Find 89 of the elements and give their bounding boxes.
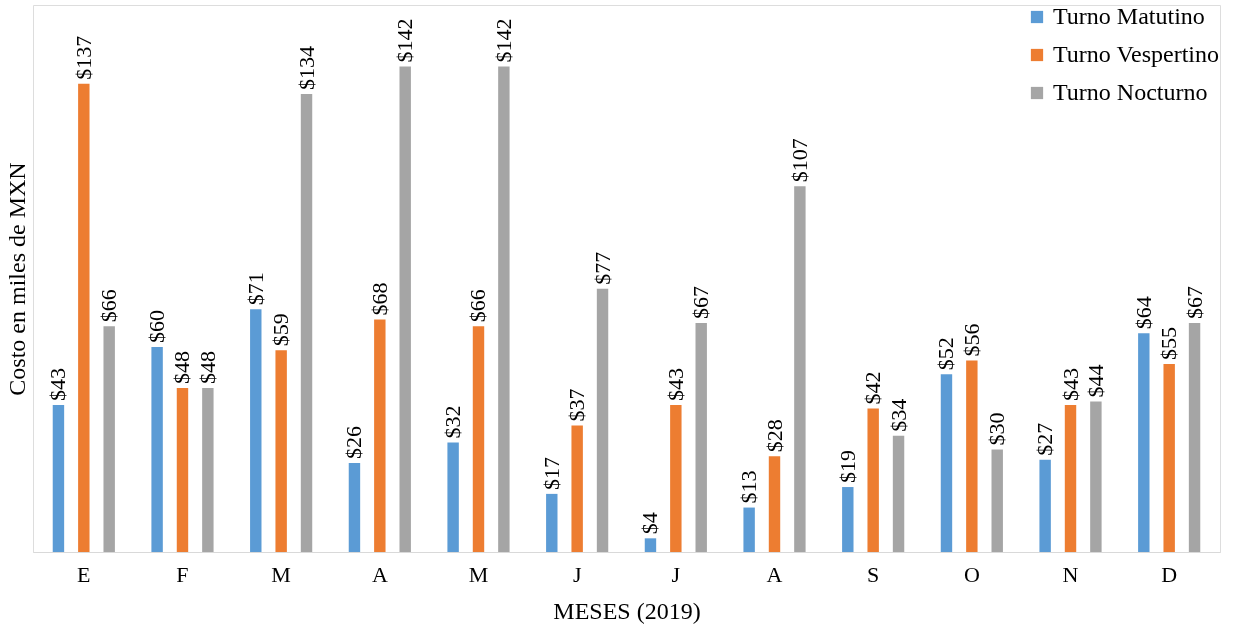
data-label: $17 [538, 456, 564, 490]
x-tick-label: M [468, 561, 489, 587]
data-label: $142 [392, 18, 418, 63]
bar [596, 288, 609, 552]
data-label: $134 [293, 45, 319, 90]
bar [842, 487, 854, 552]
bar [300, 93, 313, 552]
x-tick-label: A [766, 561, 783, 587]
bar [250, 309, 262, 552]
data-label: $60 [144, 309, 170, 343]
bar [571, 425, 583, 552]
data-label: $19 [834, 450, 860, 484]
data-label: $26 [341, 426, 367, 460]
data-label: $48 [194, 350, 220, 384]
data-label: $48 [169, 350, 195, 384]
bar [498, 66, 510, 552]
bar [399, 66, 411, 552]
bar [348, 463, 361, 552]
bar [176, 387, 189, 552]
legend-label: Turno Nocturno [1053, 79, 1208, 105]
data-label: $30 [984, 412, 1010, 446]
bar [743, 507, 755, 552]
data-label: $107 [786, 138, 812, 183]
bar [202, 387, 214, 552]
legend-label: Turno Matutino [1053, 3, 1205, 29]
data-label: $4 [637, 512, 663, 535]
data-label: $59 [268, 313, 294, 347]
bar [794, 186, 806, 552]
bar [1163, 363, 1175, 552]
bar [940, 374, 953, 552]
bar [1090, 401, 1102, 552]
bar [374, 319, 386, 552]
bar [1064, 404, 1077, 552]
data-label: $32 [440, 405, 466, 439]
data-label: $71 [242, 272, 268, 306]
data-label: $67 [1181, 285, 1207, 319]
data-label: $142 [490, 18, 516, 63]
data-label: $28 [761, 419, 787, 453]
bar [472, 326, 485, 552]
bar [670, 404, 682, 552]
data-label: $43 [1057, 367, 1083, 401]
data-label: $137 [70, 35, 96, 80]
data-label: $66 [96, 289, 122, 323]
x-tick-label: J [671, 561, 681, 587]
x-tick-label: N [1062, 561, 1079, 587]
bar [103, 326, 115, 552]
bar [966, 360, 978, 552]
bar [991, 449, 1003, 552]
bar [1039, 459, 1051, 552]
data-label: $52 [933, 337, 959, 371]
bar [644, 538, 657, 552]
data-label: $56 [958, 323, 984, 357]
bar [1138, 333, 1150, 552]
x-tick-label: E [77, 561, 91, 587]
bar [275, 350, 287, 552]
bar [447, 442, 459, 552]
data-label: $13 [736, 470, 762, 504]
data-label: $68 [366, 282, 392, 316]
y-axis-title: Costo en miles de MXN [3, 162, 30, 396]
x-tick-label: O [963, 561, 980, 587]
x-axis-title: MESES (2019) [553, 597, 701, 624]
bar [892, 435, 905, 552]
data-label: $43 [662, 367, 688, 401]
x-tick-label: M [271, 561, 291, 587]
data-label: $34 [885, 398, 911, 432]
x-tick-label: F [176, 561, 189, 587]
x-tick-label: J [572, 561, 582, 587]
bar [78, 83, 90, 552]
x-tick-label: A [371, 561, 388, 587]
x-tick-label: S [867, 561, 880, 587]
data-label: $43 [45, 367, 71, 401]
legend-label: Turno Vespertino [1053, 41, 1220, 67]
bar [867, 408, 879, 552]
data-label: $66 [465, 289, 491, 323]
bar [768, 456, 781, 552]
data-label: $67 [688, 285, 714, 319]
data-label: $55 [1156, 326, 1182, 360]
data-label: $27 [1032, 422, 1058, 456]
bar [52, 404, 65, 552]
data-label: $44 [1082, 364, 1108, 398]
data-label: $64 [1130, 296, 1156, 330]
bar [1188, 322, 1201, 552]
bar [546, 493, 558, 552]
data-label: $37 [564, 388, 590, 422]
bar [151, 346, 163, 552]
data-label: $77 [589, 251, 615, 285]
x-tick-label: D [1161, 561, 1178, 587]
bar [695, 322, 707, 552]
data-label: $42 [860, 371, 886, 405]
